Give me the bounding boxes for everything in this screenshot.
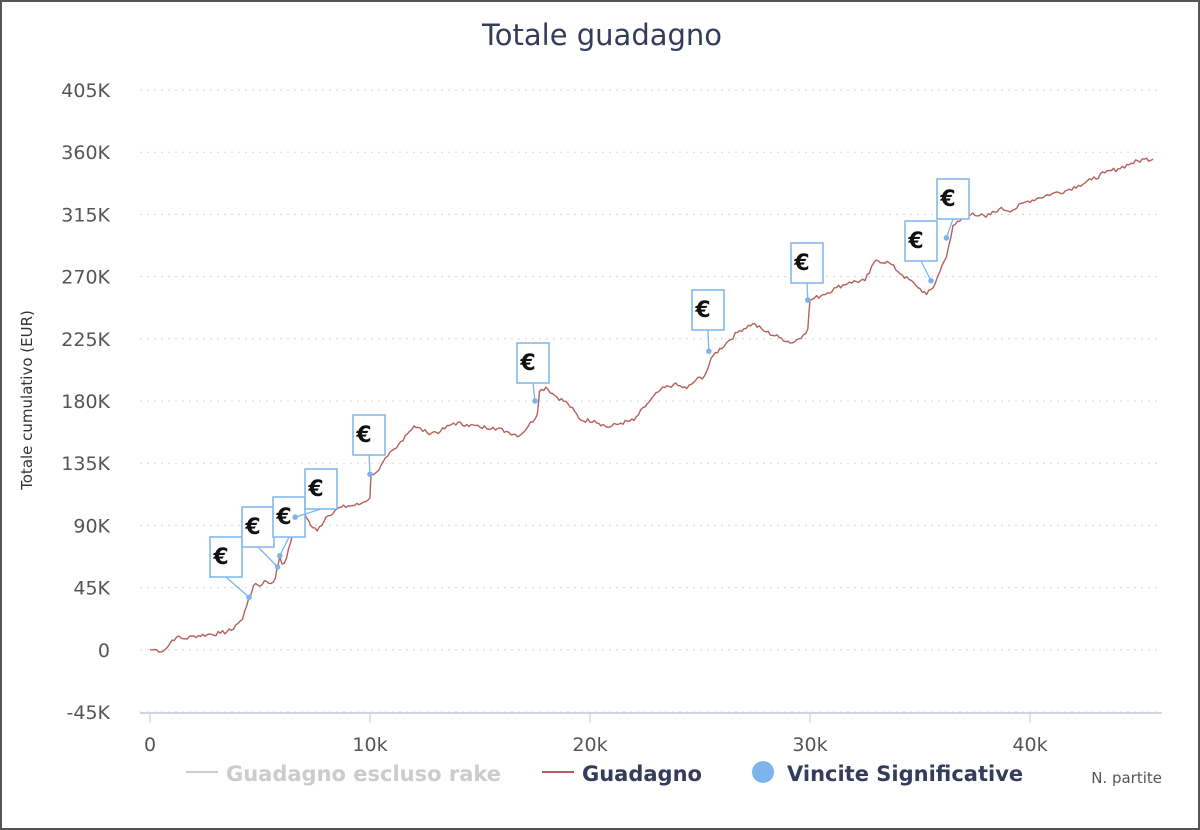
series-guadagno[interactable] — [150, 157, 1154, 653]
flag-box[interactable] — [516, 342, 550, 384]
legend-circle-marker — [752, 761, 774, 783]
flag-label: € — [939, 187, 955, 212]
legend-label: Guadagno escluso rake — [226, 762, 501, 786]
series-vincite-significative[interactable]: € € € € € € € € € € — [209, 178, 970, 601]
significant-win-point[interactable] — [274, 564, 281, 570]
flag-connector — [532, 382, 536, 402]
y-tick-label: -45K — [67, 702, 111, 724]
flag-box[interactable] — [936, 178, 970, 220]
significant-win-point[interactable] — [277, 553, 283, 559]
flag-connector — [257, 546, 279, 568]
y-axis: -45K 0 45K 90K 135K 180K 225K 270K 315K 360K 405K — [61, 80, 110, 724]
significant-win-point[interactable] — [943, 235, 950, 241]
flag-connector — [707, 329, 710, 352]
significant-win-flag[interactable]: € — [352, 414, 386, 478]
x-tick-label: 10k — [352, 734, 387, 756]
x-axis: 0 10k 20k 30k 40k — [140, 712, 1162, 756]
flag-label: € — [355, 423, 371, 448]
flag-connector — [279, 536, 290, 557]
flag-label: € — [694, 298, 710, 323]
significant-win-flag[interactable]: € — [292, 468, 338, 520]
y-tick-label: 360K — [61, 142, 110, 164]
guadagno-line[interactable] — [150, 157, 1154, 653]
significant-win-flag[interactable]: € — [209, 536, 252, 601]
significant-win-flag[interactable]: € — [936, 178, 970, 241]
significant-win-point[interactable] — [706, 348, 712, 355]
significant-win-point[interactable] — [367, 471, 373, 478]
y-tick-label: 0 — [98, 640, 110, 662]
flag-box[interactable] — [304, 468, 338, 510]
y-tick-label: 270K — [61, 267, 110, 289]
flag-box[interactable] — [209, 536, 243, 578]
y-tick-label: 45K — [73, 578, 110, 600]
flag-connector — [368, 454, 371, 475]
flag-connector — [920, 260, 932, 282]
flag-label: € — [275, 505, 291, 530]
flag-box[interactable] — [790, 242, 824, 284]
legend-label: Vincite Significative — [787, 762, 1023, 786]
flag-connector — [295, 508, 322, 518]
legend-label: Guadagno — [582, 762, 702, 786]
flag-box[interactable] — [904, 220, 938, 262]
x-tick-label: 20k — [572, 734, 607, 756]
grid-lines — [140, 89, 1162, 713]
significant-win-flag[interactable]: € — [272, 496, 306, 559]
significant-win-flag[interactable]: € — [516, 342, 550, 404]
significant-win-point[interactable] — [805, 297, 811, 303]
flag-label: € — [244, 515, 260, 540]
significant-win-point[interactable] — [532, 398, 538, 404]
flag-label: € — [907, 229, 923, 254]
legend-item[interactable]: Guadagno — [542, 762, 702, 786]
flag-label: € — [793, 251, 809, 276]
flag-box[interactable] — [352, 414, 386, 456]
legend: Guadagno escluso rake Guadagno Vincite Sig… — [186, 761, 1023, 786]
flag-label: € — [307, 477, 323, 502]
flag-label: € — [519, 351, 535, 376]
flag-label: € — [212, 545, 228, 570]
y-tick-label: 180K — [61, 391, 110, 413]
x-tick-label: 30k — [792, 734, 827, 756]
legend-item[interactable]: Guadagno escluso rake — [186, 762, 501, 786]
x-axis-title: N. partite — [1091, 769, 1162, 787]
significant-win-point[interactable] — [292, 514, 299, 520]
significant-win-flag[interactable]: € — [904, 220, 938, 284]
chart-title: Totale guadagno — [481, 18, 722, 52]
legend-item[interactable]: Vincite Significative — [752, 761, 1023, 786]
y-tick-label: 315K — [61, 204, 110, 226]
y-tick-label: 135K — [61, 453, 110, 475]
y-tick-label: 405K — [61, 80, 110, 102]
flag-connector — [945, 218, 954, 239]
flag-connector — [806, 282, 809, 301]
significant-win-flag[interactable]: € — [691, 289, 725, 355]
x-tick-label: 40k — [1012, 734, 1047, 756]
flag-connector — [225, 576, 250, 598]
x-tick-label: 0 — [144, 734, 156, 756]
significant-win-flag[interactable]: € — [790, 242, 824, 303]
y-tick-label: 225K — [61, 329, 110, 351]
y-tick-label: 90K — [73, 515, 110, 537]
y-axis-title: Totale cumulativo (EUR) — [18, 310, 36, 491]
significant-win-point[interactable] — [928, 277, 934, 284]
flag-box[interactable] — [691, 289, 725, 331]
flag-box[interactable] — [272, 496, 306, 538]
significant-win-point[interactable] — [246, 594, 252, 601]
